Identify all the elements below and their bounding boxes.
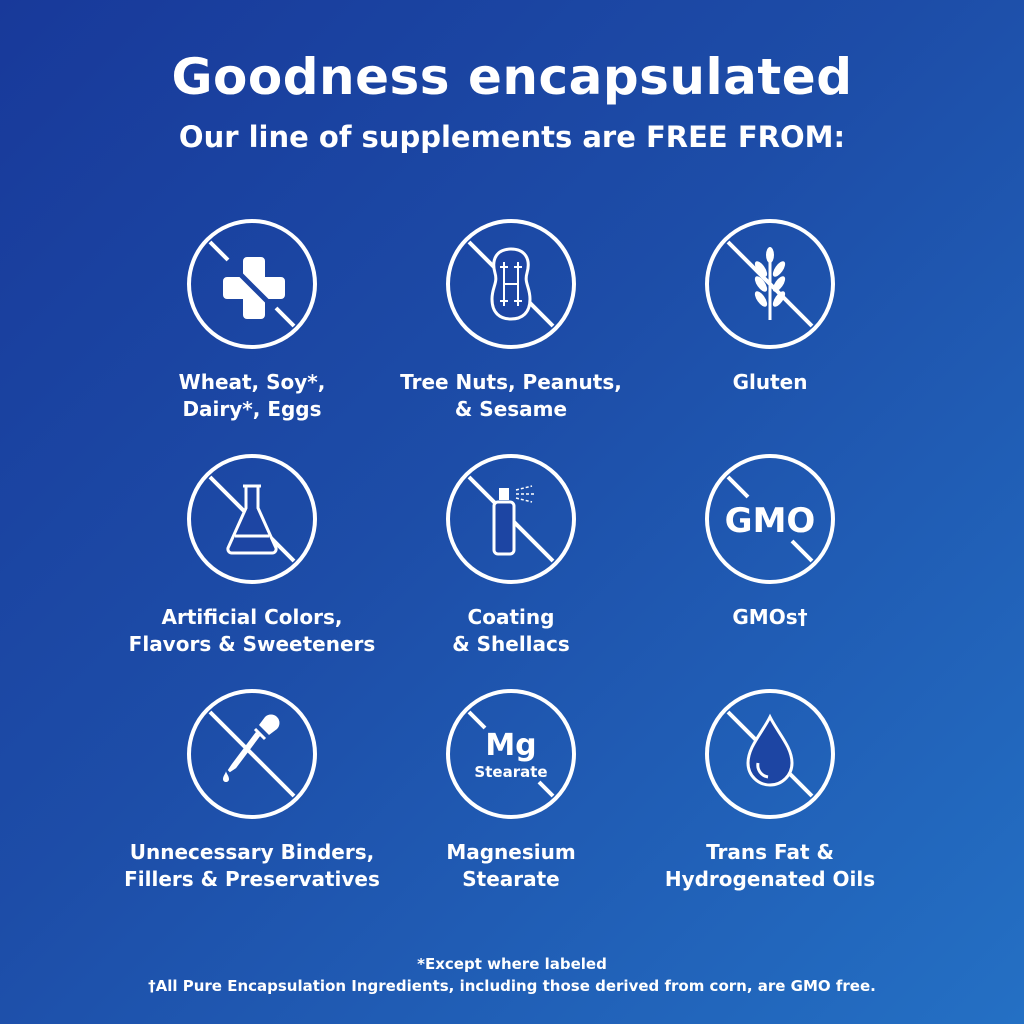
free-from-item: Unnecessary Binders, Fillers & Preservat… bbox=[102, 687, 402, 893]
footnote-asterisk: *Except where labeled bbox=[417, 955, 607, 973]
peanut-icon bbox=[446, 219, 576, 349]
oil-drop-icon bbox=[705, 689, 835, 819]
item-label: Magnesium Stearate bbox=[446, 840, 576, 891]
item-label: Gluten bbox=[732, 370, 808, 394]
allergen-cross-fork-icon bbox=[187, 219, 317, 349]
free-from-item: GMO GMOs† bbox=[620, 452, 920, 631]
item-label: Unnecessary Binders, Fillers & Preservat… bbox=[124, 840, 380, 891]
wheat-icon bbox=[705, 219, 835, 349]
free-from-item: Gluten bbox=[620, 217, 920, 396]
gmo-icon: GMO bbox=[705, 454, 835, 584]
item-label: Trans Fat & Hydrogenated Oils bbox=[664, 840, 876, 891]
stearate-icon-text: Stearate bbox=[474, 763, 547, 781]
free-from-item: Artificial Colors, Flavors & Sweeteners bbox=[102, 452, 402, 658]
item-label: Wheat, Soy*, Dairy*, Eggs bbox=[178, 370, 326, 421]
flask-icon bbox=[187, 454, 317, 584]
item-label: Artificial Colors, Flavors & Sweeteners bbox=[128, 605, 376, 656]
free-from-item: Trans Fat & Hydrogenated Oils bbox=[620, 687, 920, 893]
free-from-item: Mg Stearate Magnesium Stearate bbox=[361, 687, 661, 893]
item-label: GMOs† bbox=[732, 605, 808, 629]
page-subtitle: Our line of supplements are FREE FROM: bbox=[178, 120, 846, 154]
spray-can-icon bbox=[446, 454, 576, 584]
gmo-icon-text: GMO bbox=[725, 501, 816, 541]
free-from-item: Tree Nuts, Peanuts, & Sesame bbox=[361, 217, 661, 423]
page-title: Goodness encapsulated bbox=[171, 48, 853, 106]
item-label: Tree Nuts, Peanuts, & Sesame bbox=[400, 370, 622, 421]
item-label: Coating & Shellacs bbox=[452, 605, 570, 656]
free-from-item: Coating & Shellacs bbox=[361, 452, 661, 658]
free-from-item: Wheat, Soy*, Dairy*, Eggs bbox=[102, 217, 402, 423]
mg-icon-text: Mg bbox=[485, 728, 536, 763]
dropper-icon bbox=[187, 689, 317, 819]
mg-stearate-icon: Mg Stearate bbox=[446, 689, 576, 819]
footnote-dagger: †All Pure Encapsulation Ingredients, inc… bbox=[148, 977, 876, 995]
